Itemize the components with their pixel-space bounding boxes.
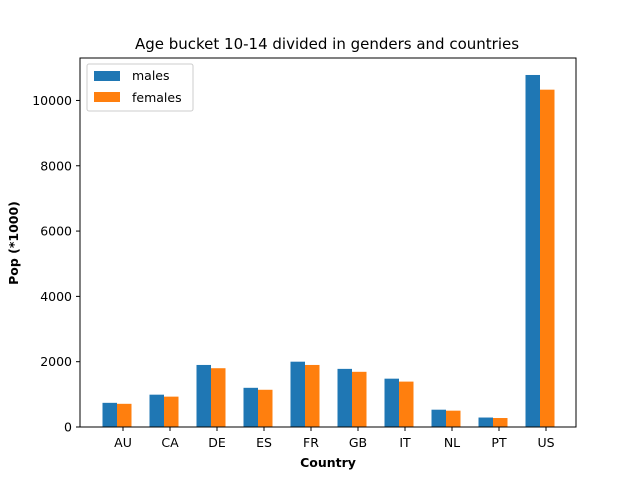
y-tick-label: 0 <box>64 420 72 435</box>
x-tick-label: FR <box>303 435 319 450</box>
x-tick-label: IT <box>399 435 411 450</box>
legend: males females <box>86 63 194 112</box>
bar-males-GB <box>337 368 352 427</box>
x-tick-label: AU <box>114 435 132 450</box>
bar-females-NL <box>446 410 461 427</box>
bar-females-IT <box>399 381 414 427</box>
bar-females-DE <box>211 368 226 427</box>
x-tick-label: DE <box>208 435 226 450</box>
bar-males-FR <box>290 361 305 427</box>
legend-swatch-females <box>94 92 120 102</box>
chart-title: Age bucket 10-14 divided in genders and … <box>135 35 519 53</box>
bar-females-PT <box>493 418 508 427</box>
bar-males-ES <box>243 387 258 427</box>
bar-males-DE <box>196 364 211 427</box>
y-tick-label: 8000 <box>40 158 72 173</box>
bars-group <box>102 74 555 427</box>
x-tick-label: CA <box>161 435 179 450</box>
x-tick-label: PT <box>491 435 507 450</box>
x-axis: AU CA DE ES FR GB IT NL PT US <box>114 427 555 450</box>
legend-label-females: females <box>132 90 182 105</box>
x-tick-label: GB <box>349 435 367 450</box>
legend-swatch-males <box>94 71 120 81</box>
bar-females-AU <box>117 403 132 427</box>
y-axis-label: Pop (*1000) <box>6 201 21 285</box>
y-tick-label: 2000 <box>40 354 72 369</box>
x-tick-label: NL <box>444 435 460 450</box>
bar-males-IT <box>384 378 399 427</box>
y-tick-label: 6000 <box>40 224 72 239</box>
bar-females-CA <box>164 396 179 427</box>
bar-males-AU <box>102 402 117 427</box>
y-tick-label: 4000 <box>40 289 72 304</box>
x-tick-label: US <box>537 435 554 450</box>
bar-males-CA <box>149 394 164 427</box>
x-tick-label: ES <box>256 435 272 450</box>
bar-males-PT <box>478 417 493 427</box>
bar-females-US <box>540 89 555 427</box>
plot-frame <box>79 57 577 428</box>
x-axis-label: Country <box>300 455 356 470</box>
legend-label-males: males <box>132 68 170 83</box>
bar-females-FR <box>305 364 320 427</box>
bar-males-US <box>525 74 540 427</box>
bar-females-GB <box>352 371 367 427</box>
y-tick-label: 10000 <box>32 93 72 108</box>
bar-males-NL <box>431 409 446 427</box>
bar-females-ES <box>258 389 273 427</box>
y-axis: 0 2000 4000 6000 8000 10000 <box>32 93 80 435</box>
